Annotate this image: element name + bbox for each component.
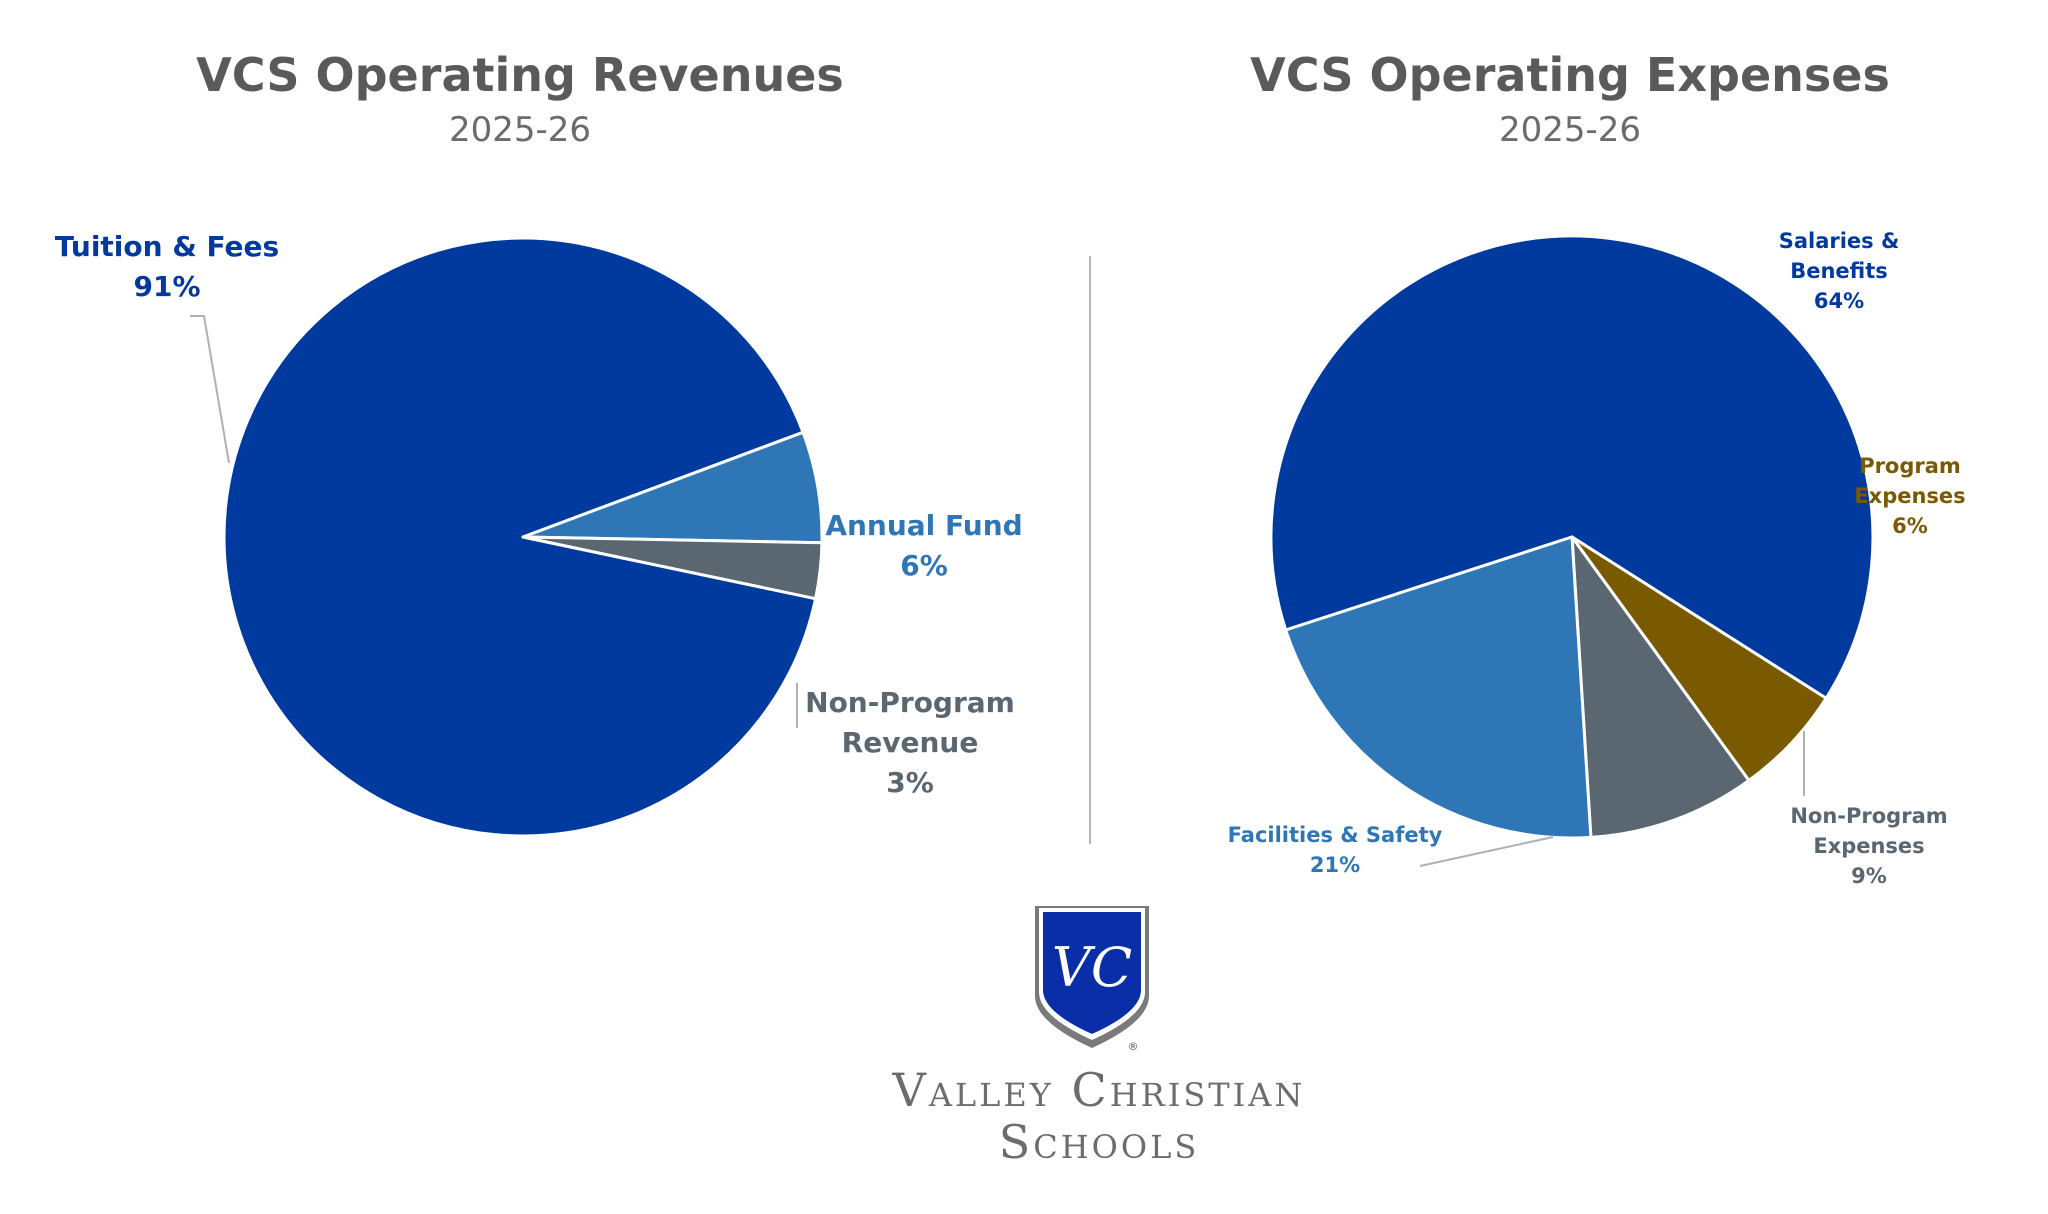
expenses-pie-chart: Salaries & Benefits 64% Program Expenses 6% No…: [1228, 229, 1966, 888]
exp-slice-label-1: Program Expenses 6%: [1854, 454, 1965, 538]
exp-slice-label-2: Non-Program Expenses 9%: [1790, 804, 1947, 888]
exp-slice-label-0: Salaries & Benefits 64%: [1779, 229, 1900, 313]
rev-leader-line-0: [190, 315, 230, 464]
exp-slice-0: [1269, 234, 1875, 700]
rev-slice-label-1: Annual Fund 6%: [825, 509, 1022, 582]
revenues-title: VCS Operating Revenues: [196, 48, 844, 102]
registered-mark: ®: [1128, 1040, 1139, 1053]
crest-monogram: VC: [1052, 936, 1132, 999]
rev-slice-label-0: Tuition & Fees 91%: [55, 230, 279, 303]
revenues-pie-chart: Tuition & Fees 91% Annual Fund 6% Non-Progra…: [55, 230, 1023, 838]
rev-slice-2: [521, 535, 824, 601]
school-crest-logo: VC ®: [1033, 904, 1151, 1054]
school-name-line2: Schools: [998, 1115, 1200, 1169]
exp-slice-3: [1284, 535, 1593, 840]
expenses-title: VCS Operating Expenses: [1250, 48, 1890, 102]
rev-slice-label-2: Non-Program Revenue 3%: [805, 686, 1015, 799]
chart-divider: [1089, 256, 1091, 844]
expenses-subtitle: 2025-26: [1498, 110, 1642, 150]
exp-slice-2: [1570, 535, 1751, 839]
exp-leader-line-3: [1419, 836, 1554, 867]
revenues-subtitle: 2025-26: [448, 110, 592, 150]
rev-slice-0: [222, 236, 818, 838]
school-name-line1: Valley Christian: [892, 1063, 1306, 1117]
exp-slice-label-3: Facilities & Safety 21%: [1228, 823, 1443, 877]
